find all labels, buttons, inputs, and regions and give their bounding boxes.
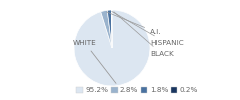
Text: A.I.: A.I.: [107, 12, 162, 35]
Text: WHITE: WHITE: [73, 40, 116, 83]
Legend: 95.2%, 2.8%, 1.8%, 0.2%: 95.2%, 2.8%, 1.8%, 0.2%: [74, 84, 201, 96]
Wedge shape: [107, 10, 112, 48]
Text: HISPANIC: HISPANIC: [112, 12, 184, 46]
Wedge shape: [101, 10, 112, 48]
Text: BLACK: BLACK: [114, 12, 174, 57]
Wedge shape: [74, 10, 150, 86]
